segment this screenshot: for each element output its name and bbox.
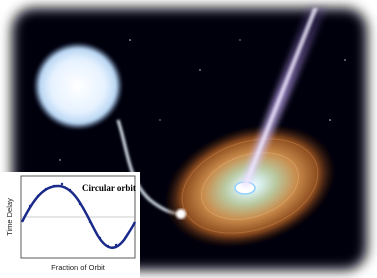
inset-title: Circular orbit <box>82 183 136 193</box>
companion-star <box>33 42 123 130</box>
y-axis-label: Time Delay <box>5 198 14 236</box>
x-axis-label: Fraction of Orbit <box>51 263 106 272</box>
hot-spot <box>176 209 186 219</box>
illustration: Circular orbit Time Delay Fraction of Or… <box>0 0 377 278</box>
page: Circular orbit Time Delay Fraction of Or… <box>0 0 377 278</box>
inset-chart: Circular orbit Time Delay Fraction of Or… <box>0 172 140 278</box>
